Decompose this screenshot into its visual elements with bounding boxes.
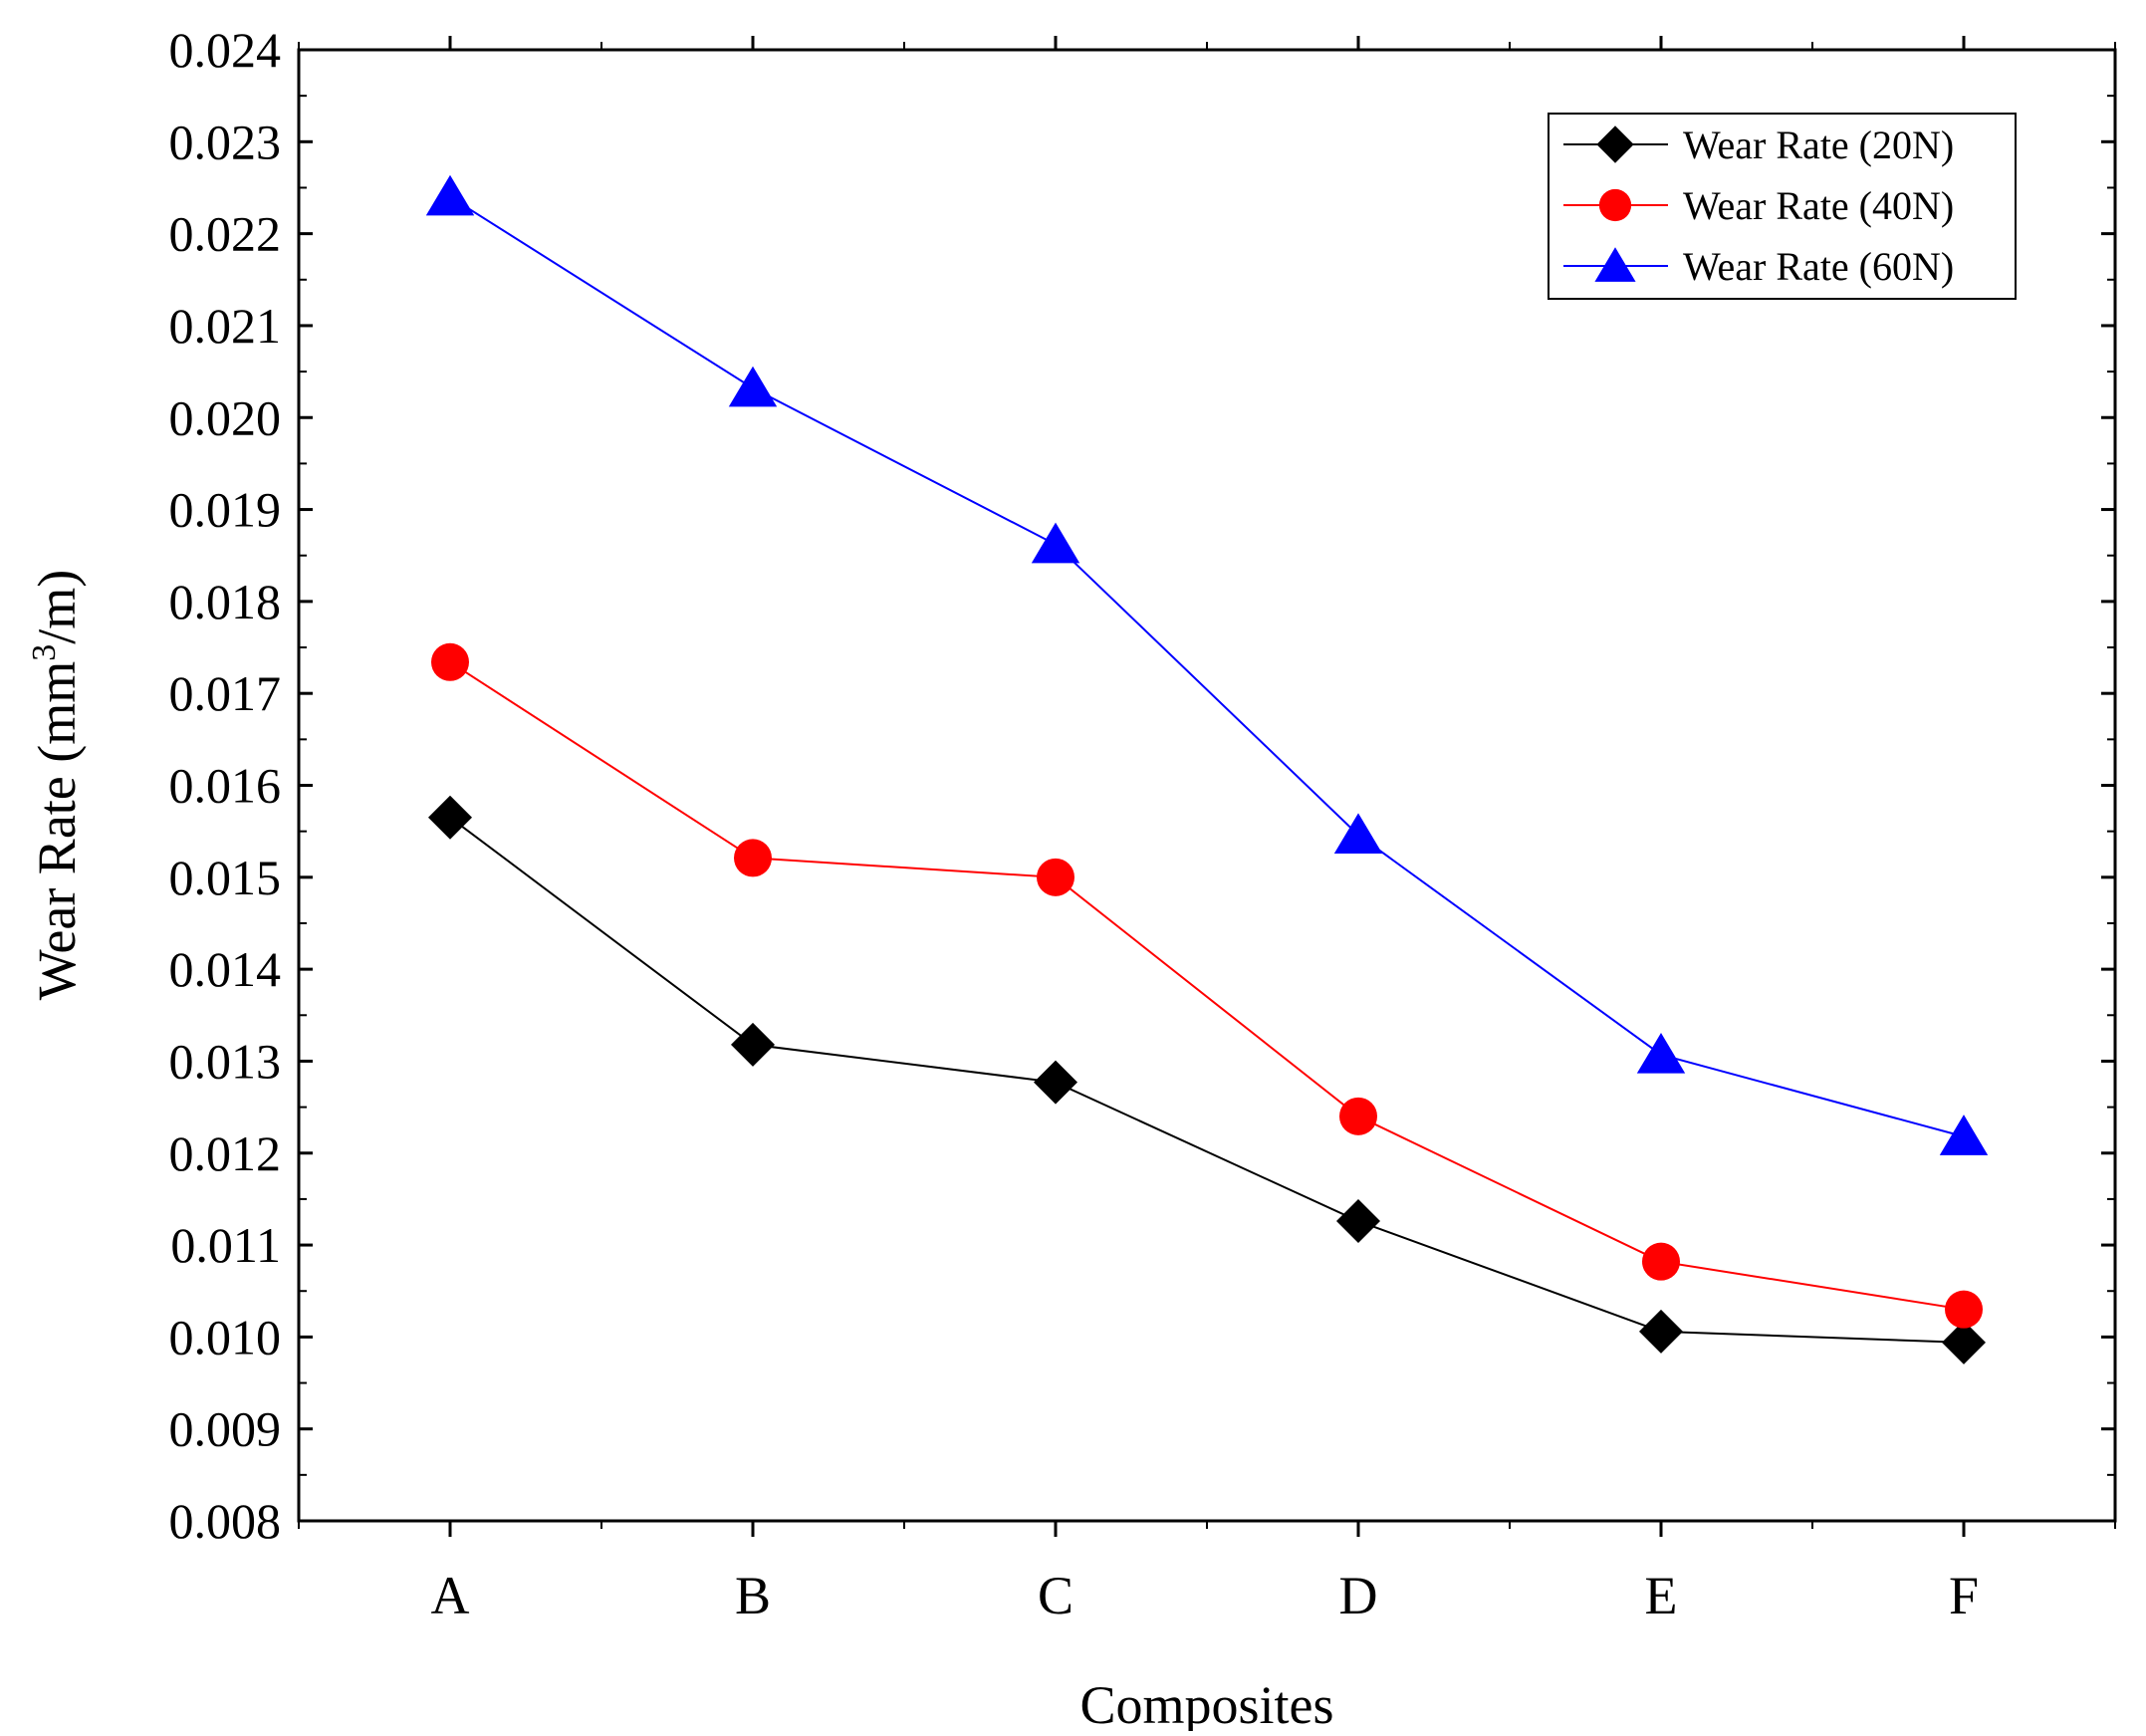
y-tick-label: 0.010 [169, 1309, 282, 1364]
x-tick-label: E [1645, 1566, 1678, 1625]
y-tick-label: 0.019 [169, 482, 282, 538]
legend-marker [1598, 188, 1632, 222]
y-tick-label: 0.011 [170, 1217, 281, 1273]
legend-label: Wear Rate (20N) [1683, 123, 1954, 167]
data-point-series-1 [1942, 1320, 1986, 1364]
y-tick-label: 0.015 [169, 850, 282, 905]
y-tick-label: 0.024 [169, 22, 282, 78]
data-point-series-1 [1639, 1309, 1683, 1354]
legend-marker [1594, 247, 1636, 282]
y-tick-label: 0.013 [169, 1033, 282, 1089]
data-point-series-2 [431, 642, 469, 681]
y-axis: 0.008 0.009 0.010 0.011 0.012 0.013 0.014 0.015… [169, 22, 2115, 1549]
y-tick-label: 0.009 [169, 1401, 282, 1457]
x-tick-label: C [1038, 1566, 1073, 1625]
data-point-series-2 [1642, 1242, 1680, 1281]
data-point-series-2 [1339, 1097, 1377, 1135]
legend-label: Wear Rate (60N) [1683, 244, 1954, 289]
data-point-series-2 [734, 839, 772, 877]
data-point-series-1 [1034, 1060, 1077, 1105]
y-axis-title: Wear Rate (mm3/m) [26, 570, 87, 1001]
series-line-3 [449, 195, 1965, 1138]
data-point-series-3 [1333, 813, 1383, 855]
y-tick-label: 0.018 [169, 574, 282, 629]
x-tick-label: B [735, 1566, 771, 1625]
data-point-series-1 [1336, 1199, 1380, 1244]
data-point-series-3 [425, 174, 475, 216]
y-tick-label: 0.012 [169, 1125, 282, 1181]
y-tick-label: 0.020 [169, 389, 282, 445]
x-tick-label: D [1339, 1566, 1378, 1625]
x-axis-title: Composites [1079, 1675, 1333, 1731]
y-tick-label: 0.016 [169, 758, 282, 814]
series-line-2 [449, 660, 1965, 1311]
legend: Wear Rate (20N) Wear Rate (40N) Wear Rate … [1548, 113, 2017, 300]
x-tick-label: A [431, 1566, 470, 1625]
legend-label: Wear Rate (40N) [1683, 183, 1954, 228]
data-point-series-3 [1636, 1032, 1686, 1074]
data-point-series-3 [1939, 1115, 1989, 1155]
data-point-series-1 [731, 1022, 775, 1067]
legend-marker [1596, 125, 1634, 163]
data-point-series-1 [428, 795, 472, 840]
y-tick-label: 0.008 [169, 1493, 282, 1549]
data-point-series-2 [1037, 858, 1074, 896]
y-tick-label: 0.021 [169, 298, 282, 354]
series-line-1 [449, 817, 1965, 1344]
data-point-series-2 [1945, 1290, 1983, 1329]
series-layer [425, 174, 1989, 1364]
data-point-series-3 [728, 366, 778, 407]
y-tick-label: 0.023 [169, 114, 282, 169]
data-point-series-3 [1031, 522, 1080, 564]
x-axis: A B C D E F [298, 36, 2116, 1625]
x-tick-label: F [1949, 1566, 1979, 1625]
y-tick-label: 0.014 [169, 941, 282, 997]
y-tick-label: 0.022 [169, 206, 282, 262]
y-tick-label: 0.017 [169, 665, 282, 721]
